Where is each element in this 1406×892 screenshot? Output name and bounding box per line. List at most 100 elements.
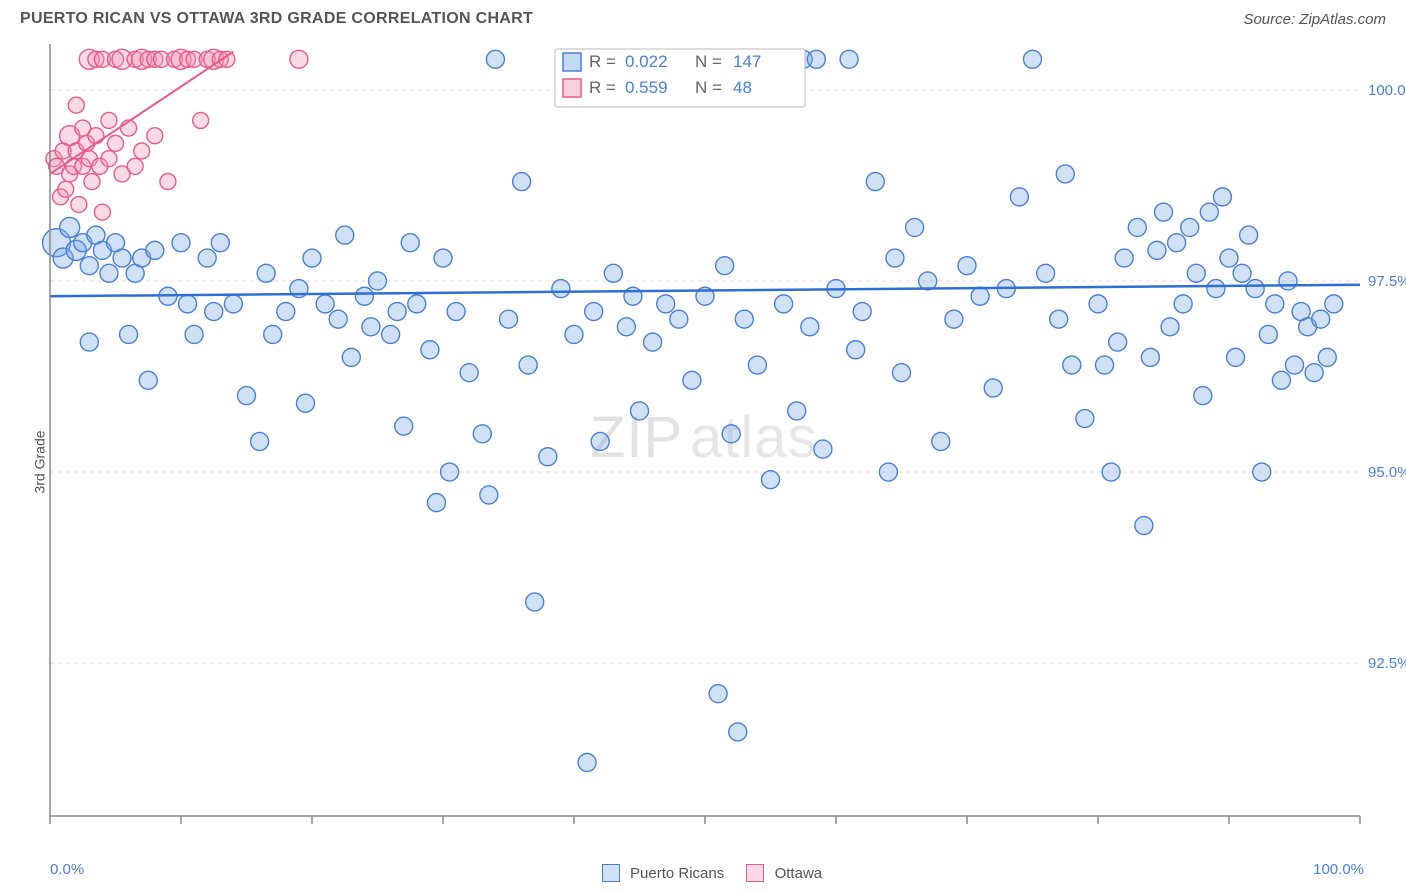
scatter-point-blue bbox=[80, 333, 98, 351]
scatter-point-pink bbox=[134, 143, 150, 159]
scatter-point-blue bbox=[591, 432, 609, 450]
scatter-point-blue bbox=[1109, 333, 1127, 351]
scatter-point-blue bbox=[421, 341, 439, 359]
legend-n-label: N = bbox=[695, 52, 722, 71]
scatter-point-blue bbox=[539, 448, 557, 466]
scatter-point-blue bbox=[427, 494, 445, 512]
scatter-point-blue bbox=[1220, 249, 1238, 267]
legend-r-value: 0.022 bbox=[625, 52, 668, 71]
scatter-point-blue bbox=[146, 241, 164, 259]
scatter-point-blue bbox=[657, 295, 675, 313]
scatter-point-blue bbox=[840, 50, 858, 68]
bottom-legend: Puerto Ricans Ottawa bbox=[0, 864, 1406, 882]
scatter-point-blue bbox=[1168, 234, 1186, 252]
scatter-point-blue bbox=[722, 425, 740, 443]
scatter-point-blue bbox=[1253, 463, 1271, 481]
scatter-point-blue bbox=[906, 218, 924, 236]
scatter-point-blue bbox=[984, 379, 1002, 397]
scatter-point-blue bbox=[1076, 410, 1094, 428]
scatter-point-blue bbox=[224, 295, 242, 313]
scatter-point-blue bbox=[1259, 325, 1277, 343]
scatter-point-blue bbox=[886, 249, 904, 267]
scatter-point-blue bbox=[408, 295, 426, 313]
scatter-point-blue bbox=[1207, 280, 1225, 298]
scatter-point-blue bbox=[513, 173, 531, 191]
scatter-point-blue bbox=[1266, 295, 1284, 313]
scatter-point-blue bbox=[120, 325, 138, 343]
scatter-point-pink bbox=[127, 158, 143, 174]
scatter-point-blue bbox=[1318, 348, 1336, 366]
scatter-point-blue bbox=[460, 364, 478, 382]
scatter-point-blue bbox=[866, 173, 884, 191]
scatter-point-blue bbox=[526, 593, 544, 611]
scatter-point-pink bbox=[193, 112, 209, 128]
scatter-point-pink bbox=[160, 174, 176, 190]
source-label: Source: ZipAtlas.com bbox=[1243, 11, 1386, 28]
scatter-point-blue bbox=[565, 325, 583, 343]
scatter-point-blue bbox=[316, 295, 334, 313]
scatter-point-blue bbox=[336, 226, 354, 244]
legend-r-label: R = bbox=[589, 78, 616, 97]
scatter-point-pink bbox=[94, 204, 110, 220]
scatter-point-blue bbox=[585, 303, 603, 321]
scatter-point-blue bbox=[1096, 356, 1114, 374]
scatter-point-blue bbox=[1148, 241, 1166, 259]
scatter-point-blue bbox=[853, 303, 871, 321]
legend-swatch-icon bbox=[563, 53, 581, 71]
scatter-point-blue bbox=[1240, 226, 1258, 244]
scatter-point-blue bbox=[1056, 165, 1074, 183]
scatter-point-blue bbox=[1010, 188, 1028, 206]
y-tick-label: 95.0% bbox=[1368, 464, 1406, 481]
scatter-point-blue bbox=[670, 310, 688, 328]
scatter-point-blue bbox=[801, 318, 819, 336]
scatter-point-blue bbox=[211, 234, 229, 252]
scatter-point-blue bbox=[179, 295, 197, 313]
scatter-point-blue bbox=[552, 280, 570, 298]
scatter-point-blue bbox=[172, 234, 190, 252]
scatter-point-blue bbox=[644, 333, 662, 351]
scatter-point-blue bbox=[401, 234, 419, 252]
scatter-point-pink bbox=[147, 128, 163, 144]
legend-n-label: N = bbox=[695, 78, 722, 97]
scatter-point-blue bbox=[500, 310, 518, 328]
y-tick-label: 97.5% bbox=[1368, 273, 1406, 290]
scatter-point-pink bbox=[71, 197, 87, 213]
scatter-point-blue bbox=[1115, 249, 1133, 267]
header: PUERTO RICAN VS OTTAWA 3RD GRADE CORRELA… bbox=[0, 0, 1406, 34]
scatter-point-blue bbox=[113, 249, 131, 267]
legend-n-value: 48 bbox=[733, 78, 752, 97]
legend-n-value: 147 bbox=[733, 52, 761, 71]
scatter-point-blue bbox=[1181, 218, 1199, 236]
scatter-point-blue bbox=[1200, 203, 1218, 221]
scatter-point-blue bbox=[296, 394, 314, 412]
scatter-point-pink bbox=[108, 135, 124, 151]
scatter-point-blue bbox=[1227, 348, 1245, 366]
scatter-point-blue bbox=[748, 356, 766, 374]
scatter-point-blue bbox=[762, 471, 780, 489]
scatter-point-blue bbox=[971, 287, 989, 305]
scatter-point-pink bbox=[290, 50, 308, 68]
scatter-point-blue bbox=[617, 318, 635, 336]
scatter-point-blue bbox=[1233, 264, 1251, 282]
legend-r-value: 0.559 bbox=[625, 78, 668, 97]
scatter-point-blue bbox=[814, 440, 832, 458]
scatter-point-blue bbox=[441, 463, 459, 481]
scatter-point-blue bbox=[342, 348, 360, 366]
scatter-point-blue bbox=[388, 303, 406, 321]
scatter-point-pink bbox=[101, 151, 117, 167]
scatter-point-blue bbox=[264, 325, 282, 343]
scatter-point-blue bbox=[1279, 272, 1297, 290]
scatter-point-blue bbox=[447, 303, 465, 321]
scatter-point-blue bbox=[1272, 371, 1290, 389]
legend-label-blue: Puerto Ricans bbox=[630, 865, 724, 882]
scatter-point-blue bbox=[932, 432, 950, 450]
scatter-point-blue bbox=[1050, 310, 1068, 328]
scatter-point-blue bbox=[303, 249, 321, 267]
scatter-point-blue bbox=[1246, 280, 1264, 298]
legend-swatch-blue bbox=[602, 864, 620, 882]
scatter-point-blue bbox=[185, 325, 203, 343]
legend-swatch-pink bbox=[746, 864, 764, 882]
scatter-point-blue bbox=[1213, 188, 1231, 206]
scatter-point-blue bbox=[1194, 387, 1212, 405]
scatter-point-pink bbox=[58, 181, 74, 197]
